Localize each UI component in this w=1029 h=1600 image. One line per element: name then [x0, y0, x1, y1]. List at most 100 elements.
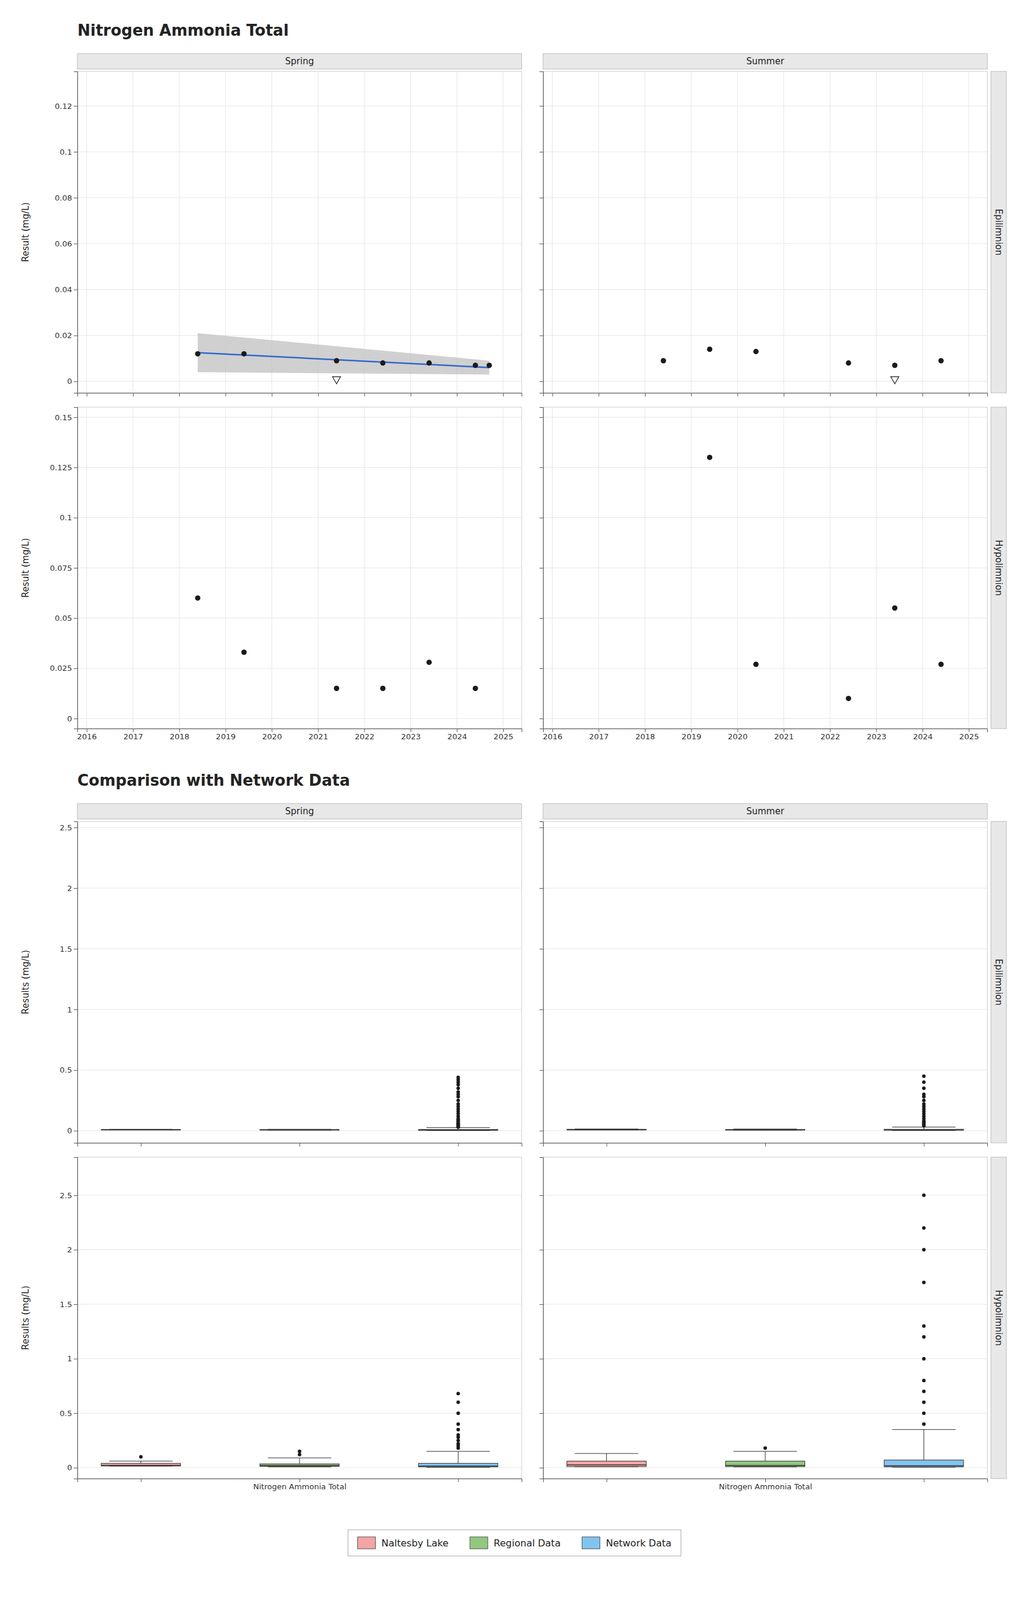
- flier: [921, 1411, 926, 1416]
- tick-mark: [968, 728, 970, 733]
- tick-label: 1.5: [59, 1300, 73, 1310]
- point: [334, 358, 340, 364]
- axis-line: [539, 72, 544, 394]
- panel: 2016201720182019202020212022202320242025…: [539, 407, 1007, 742]
- box-body: [259, 1464, 339, 1467]
- tick-mark: [73, 1468, 78, 1470]
- tick: [539, 1131, 544, 1133]
- point: [379, 360, 386, 366]
- tick: 2020: [262, 728, 282, 742]
- axis-line: [73, 822, 79, 1144]
- tick: 0.06: [54, 239, 78, 249]
- axis-line: [539, 822, 544, 1144]
- grid-line: [77, 948, 522, 950]
- grid-line: [543, 1009, 988, 1010]
- grid-line: [77, 416, 522, 418]
- whisker-cap: [574, 1466, 639, 1468]
- tick: [86, 393, 88, 397]
- x-axis: [543, 393, 988, 397]
- box-body: [101, 1463, 181, 1467]
- box-body: [566, 1461, 647, 1468]
- flier: [456, 1392, 460, 1396]
- marks: [706, 454, 944, 702]
- tick-mark: [539, 289, 544, 291]
- tick: 2017: [123, 728, 143, 742]
- whisker-cap: [426, 1467, 491, 1469]
- tick-label: 2021: [308, 732, 329, 742]
- grid-line: [543, 151, 988, 153]
- tick-mark: [299, 1479, 301, 1483]
- flier: [921, 1281, 926, 1286]
- tick: [737, 393, 738, 397]
- tick: 2021: [774, 728, 794, 742]
- tick-mark: [539, 417, 544, 419]
- whisker-cap: [733, 1451, 798, 1453]
- panel: SummerEpilimnion: [539, 53, 1007, 397]
- tick: 0.075: [50, 563, 78, 573]
- legend-label: Naltesby Lake: [381, 1538, 449, 1550]
- flier: [921, 1074, 926, 1079]
- strip-label: Spring: [285, 806, 314, 818]
- point: [472, 362, 479, 369]
- strip-label: Hypolimnion: [993, 540, 1004, 597]
- tick-label: 1: [67, 1005, 73, 1015]
- tick: 1.5: [59, 945, 78, 954]
- whisker: [606, 1454, 607, 1462]
- median: [418, 1130, 498, 1132]
- tick: [539, 335, 544, 337]
- tick: [539, 1009, 544, 1011]
- tick-label: 2025: [493, 732, 514, 742]
- flier: [456, 1099, 460, 1103]
- tick: [539, 668, 544, 670]
- tick-mark: [132, 393, 134, 397]
- point: [379, 686, 386, 692]
- tick: [539, 1250, 544, 1252]
- tick-label: 0.08: [54, 193, 73, 203]
- panel: Nitrogen Ammonia Total00.511.522.5Result…: [20, 1157, 523, 1492]
- tick-mark: [73, 335, 78, 337]
- grid-line: [77, 467, 522, 469]
- tick: [606, 1143, 608, 1147]
- marks: [101, 1076, 498, 1131]
- tick-mark: [691, 728, 692, 733]
- tick: [141, 1479, 142, 1483]
- tick-mark: [73, 197, 78, 199]
- grid-line: [132, 71, 134, 394]
- grid: [543, 407, 988, 729]
- x-axis: [78, 1143, 523, 1147]
- tick: [141, 1143, 142, 1147]
- tick: 2023: [866, 728, 887, 742]
- tick-mark: [132, 728, 134, 733]
- grid-line: [543, 948, 988, 950]
- trend-line: [197, 353, 490, 369]
- point: [486, 362, 492, 369]
- tick: 0: [67, 1126, 78, 1136]
- point: [845, 360, 851, 366]
- tick: [539, 1468, 544, 1470]
- flier: [456, 1090, 460, 1094]
- median: [566, 1129, 647, 1131]
- axis-line: [543, 1143, 988, 1148]
- strip: [990, 407, 1007, 729]
- tick-label: 2020: [262, 732, 282, 742]
- chart-container: 00.020.040.060.080.10.12Nitrogen Ammonia…: [0, 0, 1029, 1600]
- axis-line: [543, 393, 988, 398]
- tick: [539, 568, 544, 569]
- legend-label: Regional Data: [493, 1538, 561, 1550]
- flier: [456, 1086, 460, 1091]
- grid-line: [77, 381, 522, 382]
- point: [195, 595, 201, 601]
- grid-line: [690, 71, 692, 394]
- flier: [921, 1086, 926, 1091]
- tick-mark: [73, 718, 78, 720]
- tick-mark: [539, 1304, 544, 1306]
- tick-mark: [271, 393, 273, 397]
- tick-mark: [364, 393, 366, 397]
- whisker-cap: [108, 1129, 173, 1131]
- tick-mark: [141, 1143, 142, 1147]
- y-axis: 00.511.522.5: [59, 1158, 78, 1480]
- median: [725, 1129, 805, 1131]
- tick-mark: [922, 393, 924, 397]
- grid-line: [543, 668, 988, 669]
- tick-mark: [539, 381, 544, 383]
